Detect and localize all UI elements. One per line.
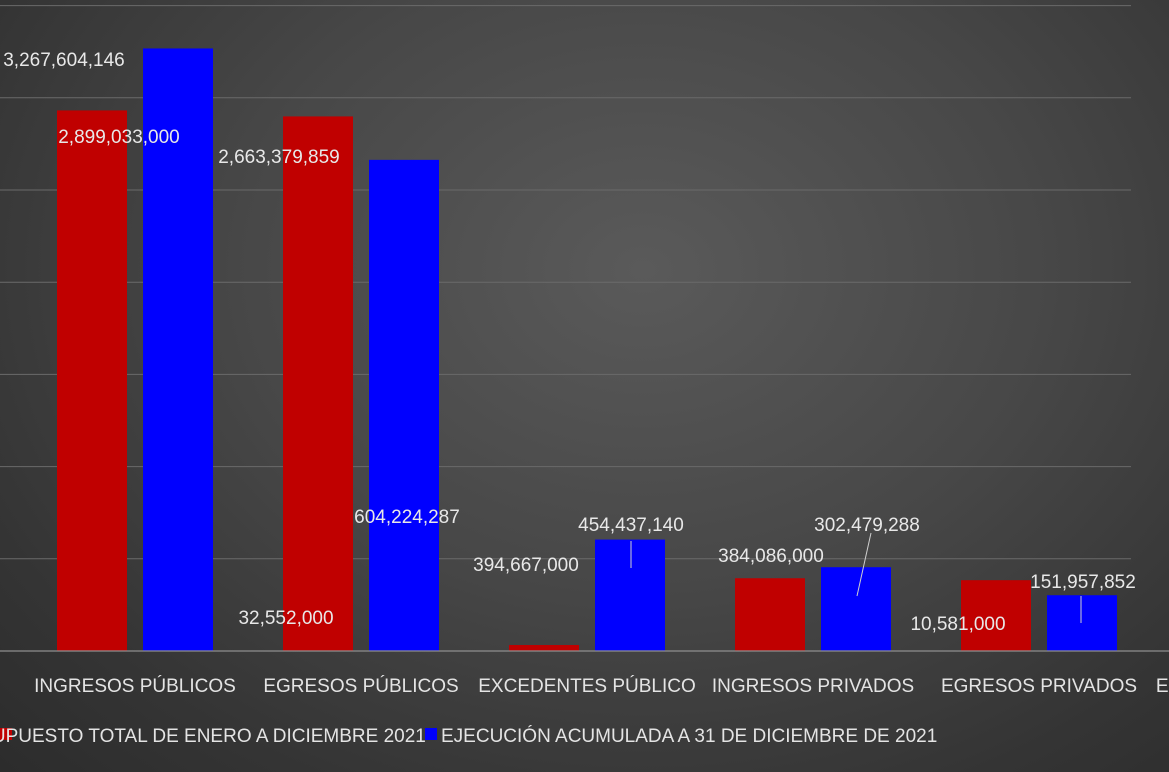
data-label: 151,957,852	[1030, 572, 1136, 593]
data-label: 2,899,033,000	[58, 127, 180, 148]
data-label: 10,581,000	[910, 614, 1005, 635]
legend[interactable]: PRESUPUESTO TOTAL DE ENERO A DICIEMBRE 2…	[0, 725, 937, 747]
category-labels: INGRESOS PÚBLICOS EGRESOS PÚBLICOS EXCEDEN…	[34, 675, 1169, 697]
category-label: EGRESOS PRIVADOS	[941, 676, 1137, 697]
leader-lines	[630, 532, 1082, 623]
data-label: 302,479,288	[814, 515, 920, 536]
bar-presupuesto	[961, 580, 1031, 651]
bar-ejecucion	[821, 567, 891, 651]
leader-line	[856, 532, 872, 597]
category-label: EGRESOS PÚBLICOS	[263, 675, 458, 697]
bar-presupuesto	[735, 578, 805, 651]
legend-swatch	[425, 728, 437, 740]
bar-ejecucion	[369, 159, 439, 652]
bars	[57, 48, 1117, 652]
category-label: INGRESOS PRIVADOS	[712, 676, 914, 697]
legend-label[interactable]: PRESUPUESTO TOTAL DE ENERO A DICIEMBRE 2…	[0, 726, 426, 747]
bar-ejecucion	[1047, 595, 1117, 651]
data-label: 3,267,604,146	[3, 50, 125, 71]
data-label: 394,667,000	[473, 555, 579, 576]
bar-presupuesto	[57, 110, 127, 652]
bar-presupuesto	[509, 644, 579, 651]
legend-swatch	[0, 728, 12, 740]
data-label: 454,437,140	[578, 515, 684, 536]
data-labels: 2,899,033,000 32,552,000 394,667,000 384,08…	[3, 50, 1136, 635]
category-label: EXCEDENTES PÚBLICO	[478, 675, 696, 697]
data-label: 604,224,287	[354, 507, 460, 528]
data-label: 384,086,000	[718, 546, 824, 567]
legend-label[interactable]: EJECUCIÓN ACUMULADA A 31 DE DICIEMBRE DE…	[441, 725, 937, 747]
data-label: 32,552,000	[238, 608, 333, 629]
category-label: EXCEDENTES PRIVADO	[1156, 676, 1169, 697]
category-label: INGRESOS PÚBLICOS	[34, 675, 236, 697]
bar-ejecucion	[143, 48, 213, 651]
bar-presupuesto	[283, 116, 353, 651]
data-label: 2,663,379,859	[218, 147, 340, 168]
bar-ejecucion	[595, 539, 665, 651]
